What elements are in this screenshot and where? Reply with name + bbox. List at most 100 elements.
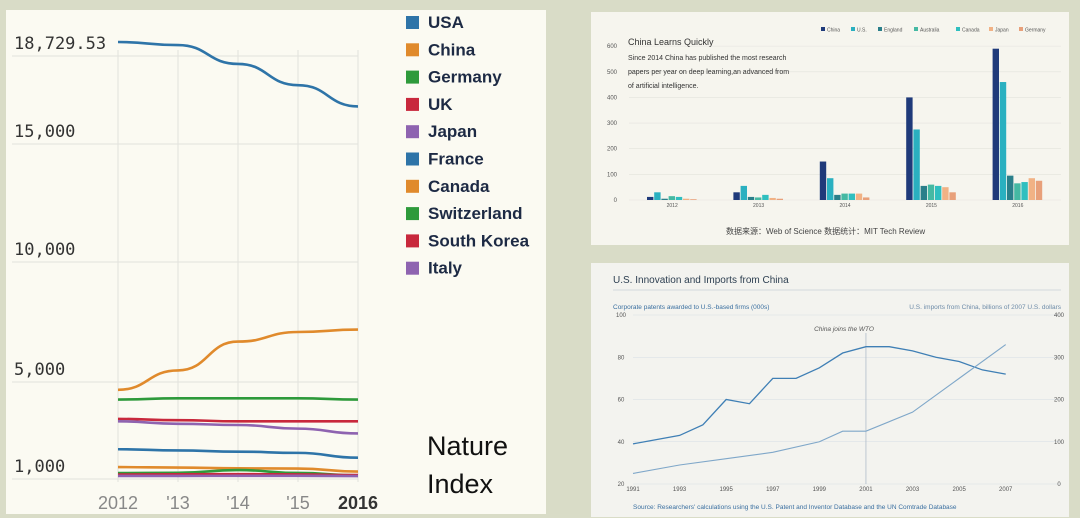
bar-2013-japan xyxy=(769,197,776,200)
bar-y-tick: 200 xyxy=(607,147,618,153)
bar-2016-canada xyxy=(1021,182,1028,200)
legend-label: Japan xyxy=(428,122,477,141)
bar-2012-us xyxy=(654,192,661,200)
bar-y-tick: 100 xyxy=(607,172,618,178)
bar-2014-canada xyxy=(848,193,855,200)
bar-legend-label: U.S. xyxy=(857,28,867,34)
left-tick: 40 xyxy=(618,440,625,446)
bar-2014-germany xyxy=(863,197,870,200)
legend-label: France xyxy=(428,150,484,169)
patents-line xyxy=(632,346,1006,445)
bar-legend-swatch xyxy=(914,27,918,31)
bar-2012-canada xyxy=(675,196,683,200)
x-tick: 2001 xyxy=(859,487,873,493)
legend-swatch xyxy=(406,207,419,221)
bar-x-tick: 2015 xyxy=(926,203,937,209)
bar-chart-title: China Learns Quickly xyxy=(628,37,714,47)
bar-chart-subtitle-1: Since 2014 China has published the most … xyxy=(628,55,786,62)
bar-x-tick: 2014 xyxy=(839,203,850,209)
bar-2014-australia xyxy=(841,193,848,200)
bar-2014-china xyxy=(819,161,827,200)
y-tick-label: 5,000 xyxy=(14,360,65,380)
bar-2014-japan xyxy=(855,193,863,200)
nature-index-chart-panel: 18,729.53 15,000 10,000 5,000 1,000 2012 '13 '… xyxy=(6,10,546,514)
x-tick: 1999 xyxy=(813,487,827,493)
x-tick: 1997 xyxy=(766,487,780,493)
bar-legend-label: Australia xyxy=(920,28,940,34)
bar-2013-canada xyxy=(762,194,769,200)
bar-2016-england xyxy=(1007,175,1014,200)
series-line-china xyxy=(117,328,359,392)
imports-line xyxy=(632,344,1007,474)
legend-swatch xyxy=(406,234,419,248)
series-line-uk xyxy=(117,417,358,423)
bar-legend-label: China xyxy=(827,28,840,34)
bar-2012-australia xyxy=(668,196,675,200)
bar-2013-germany xyxy=(776,198,783,200)
x-tick: 2007 xyxy=(999,487,1013,493)
bar-x-tick: 2012 xyxy=(667,203,678,209)
bar-2015-japan xyxy=(942,187,949,200)
nature-index-note-line1: Nature xyxy=(427,431,508,461)
legend-label: Canada xyxy=(428,177,490,196)
bar-y-tick: 400 xyxy=(607,95,618,101)
right-axis-label: U.S. imports from China, billions of 200… xyxy=(909,304,1061,311)
bar-legend-swatch xyxy=(851,27,855,31)
x-tick-label: '14 xyxy=(226,493,249,513)
x-tick: 1991 xyxy=(626,487,640,493)
legend-swatch xyxy=(406,43,419,57)
china-learns-bar-chart: 0 100 200 300 400 500 600 2012 2013 2014 2015 2016… xyxy=(607,27,1061,236)
y-tick-label: 1,000 xyxy=(14,457,65,477)
bar-legend-label: Japan xyxy=(995,28,1009,34)
series-line-south-korea xyxy=(117,472,359,477)
right-tick: 200 xyxy=(1054,398,1065,404)
legend-swatch xyxy=(406,152,419,166)
bar-2015-canada xyxy=(935,185,942,200)
y-tick-label: 10,000 xyxy=(14,240,75,260)
x-tick: 2005 xyxy=(952,487,966,493)
left-tick: 60 xyxy=(618,398,625,404)
bar-2013-england xyxy=(747,196,755,200)
bar-2016-germany xyxy=(1035,180,1043,200)
legend-swatch xyxy=(406,179,419,193)
bar-2015-england xyxy=(920,185,927,200)
right-tick: 400 xyxy=(1054,313,1065,319)
bar-2016-japan xyxy=(1028,178,1035,200)
series-line-germany xyxy=(117,397,359,401)
nature-index-note-line2: Index xyxy=(427,469,494,499)
x-tick-label: '13 xyxy=(166,493,189,513)
bar-chart-subtitle-2: papers per year on deep learning,an adva… xyxy=(628,69,789,76)
bar-2016-us xyxy=(999,82,1007,200)
bar-legend-swatch xyxy=(821,27,825,31)
bar-y-tick: 0 xyxy=(614,198,618,204)
legend-label: UK xyxy=(428,95,453,114)
x-tick-label: 2016 xyxy=(338,493,378,513)
bar-legend-swatch xyxy=(989,27,993,31)
us-innovation-chart-panel: U.S. Innovation and Imports from China C… xyxy=(591,263,1069,517)
series-line-canada xyxy=(117,465,359,473)
bar-legend-swatch xyxy=(1019,27,1023,31)
bar-y-tick: 600 xyxy=(607,44,618,50)
bar-legend-swatch xyxy=(878,27,882,31)
bar-legend-label: England xyxy=(884,28,903,34)
innovation-chart-source: Source: Researchers' calculations using … xyxy=(633,504,957,511)
series-line-japan xyxy=(117,420,359,435)
bar-2013-china xyxy=(733,192,740,200)
x-tick: 1995 xyxy=(719,487,733,493)
bar-2012-japan xyxy=(683,198,690,200)
legend-label: Italy xyxy=(428,259,463,278)
bar-2012-germany xyxy=(690,199,697,200)
legend-swatch xyxy=(406,70,419,84)
bar-2015-australia xyxy=(927,184,935,200)
bar-2016-australia xyxy=(1014,183,1021,200)
bar-2013-australia xyxy=(755,197,762,200)
bar-x-tick: 2013 xyxy=(753,203,764,209)
legend-swatch xyxy=(406,16,419,29)
left-tick: 80 xyxy=(618,355,625,361)
legend-label: Switzerland xyxy=(428,204,522,223)
series-line-usa xyxy=(117,40,359,108)
legend-label: China xyxy=(428,40,476,59)
bar-2012-china xyxy=(647,196,654,200)
bar-legend-swatch xyxy=(956,27,960,31)
series-line-france xyxy=(117,447,359,460)
